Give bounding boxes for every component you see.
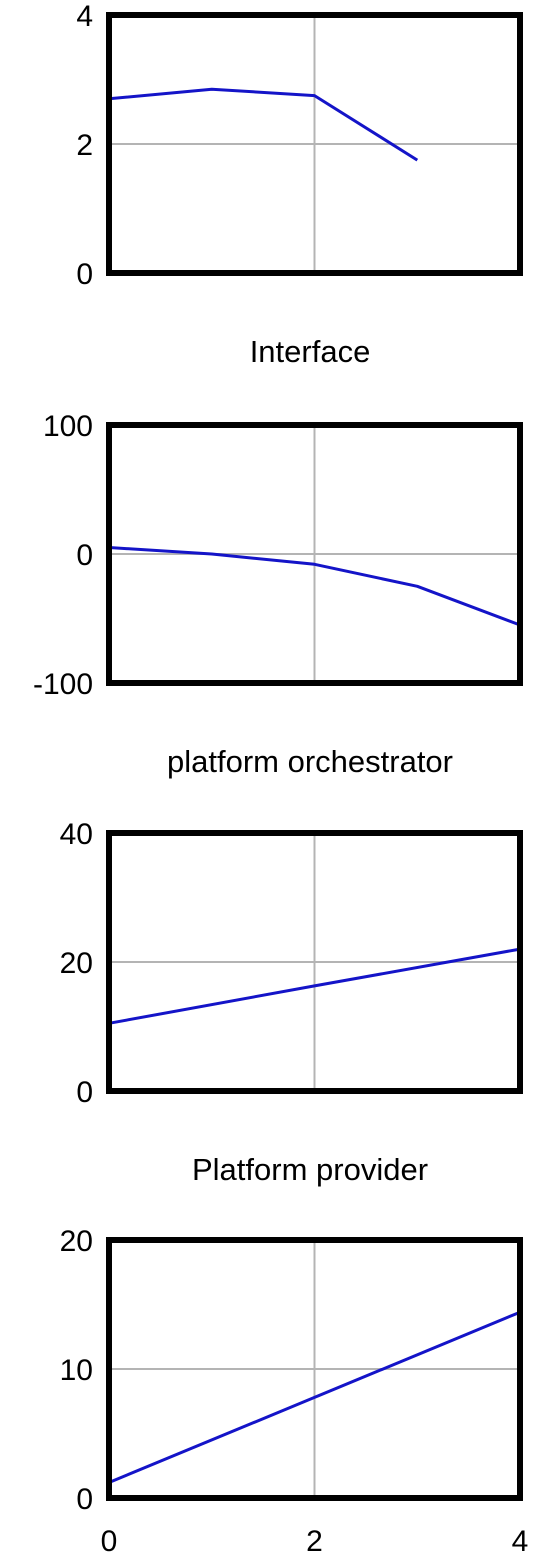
panel-4-title: Platform provider <box>192 1152 428 1187</box>
y-tick-label: 0 <box>76 1483 93 1516</box>
y-tick-label: 0 <box>76 1076 93 1109</box>
series-line-1 <box>108 947 521 1025</box>
y-tick-label: 0 <box>76 539 93 572</box>
y-tick-label: 20 <box>60 947 93 980</box>
chart-panel-2: -100 0 100 <box>33 410 523 701</box>
chart-panels: 0 2 4 -100 0 100 0 20 40 0 10 20 0 2 4 <box>33 0 528 1558</box>
x-tick-label: 0 <box>101 1525 118 1558</box>
y-tick-label: 4 <box>76 0 93 33</box>
y-tick-label: 20 <box>60 1225 93 1258</box>
y-tick-label: 40 <box>60 818 93 851</box>
x-tick-label: 2 <box>306 1525 323 1558</box>
y-tick-label: -100 <box>33 668 93 701</box>
chart-panel-4: 0 10 20 0 2 4 <box>60 1225 529 1558</box>
chart-panel-3: 0 20 40 <box>60 818 523 1109</box>
panel-2-title: Interface <box>250 334 371 369</box>
plot-frame <box>106 1237 523 1501</box>
plot-frame <box>106 830 523 1094</box>
y-tick-label: 100 <box>43 410 93 443</box>
y-tick-label: 2 <box>76 129 93 162</box>
series-line-1 <box>108 87 419 162</box>
panel-3-title: platform orchestrator <box>167 744 453 779</box>
series-line-1 <box>108 546 521 627</box>
chart-panel-1: 0 2 4 <box>76 0 523 291</box>
y-tick-label: 10 <box>60 1354 93 1387</box>
series-line-1 <box>108 1310 521 1484</box>
plot-frame <box>106 422 523 686</box>
plot-frame <box>106 12 523 276</box>
y-tick-label: 0 <box>76 258 93 291</box>
x-tick-label: 4 <box>512 1525 529 1558</box>
